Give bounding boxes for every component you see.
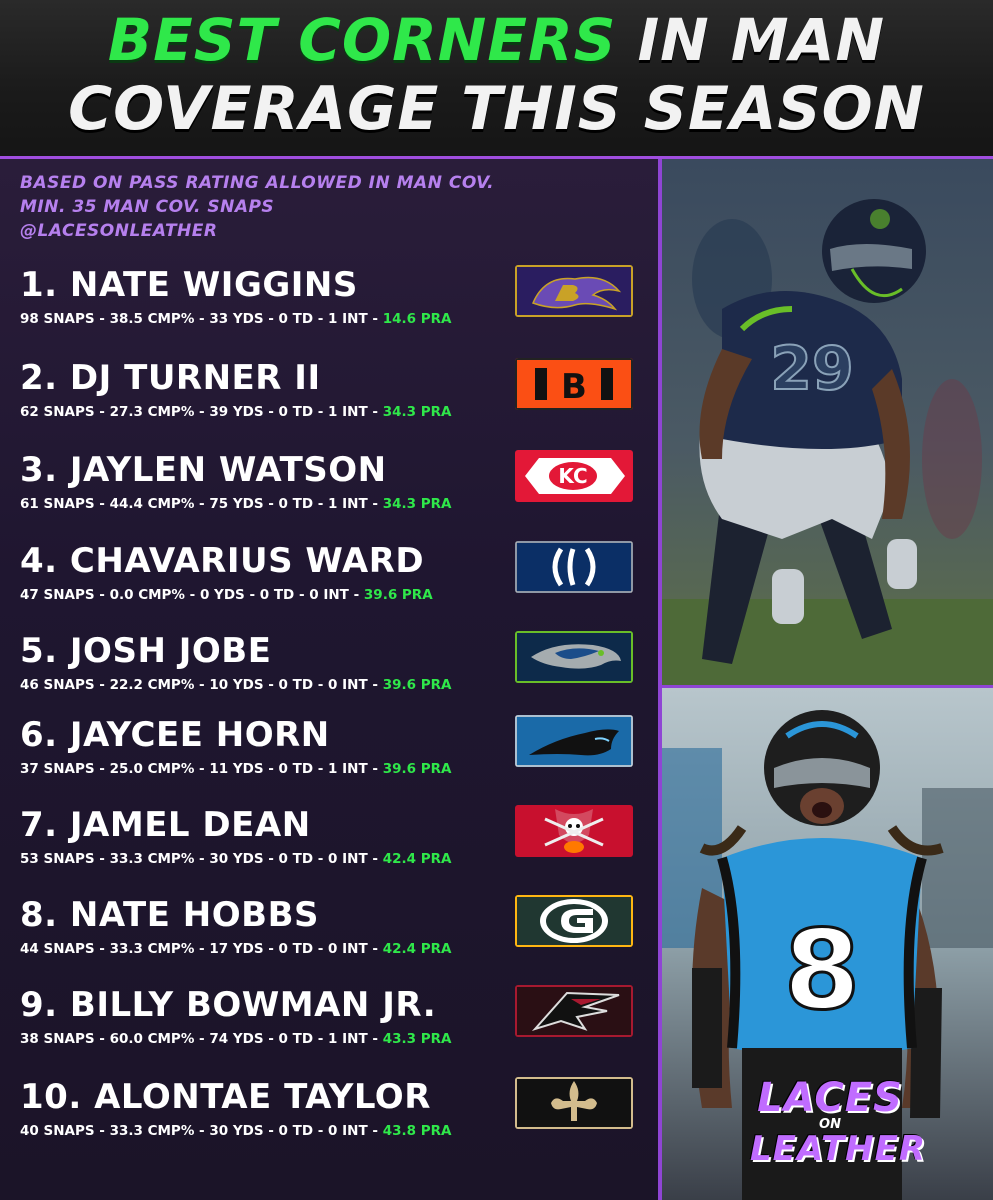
list-item: 8. NATE HOBBS 44 SNAPS - 33.3 CMP% - 17 … — [20, 895, 650, 971]
list-item: 2. DJ TURNER II 62 SNAPS - 27.3 CMP% - 3… — [20, 358, 650, 434]
title-line-2: COVERAGE THIS SEASON — [68, 74, 925, 144]
pra-value: 43.8 PRA — [382, 1123, 452, 1139]
pra-value: 39.6 PRA — [363, 587, 433, 603]
stats-text: 47 SNAPS - 0.0 CMP% - 0 YDS - 0 TD - 0 I… — [20, 587, 364, 603]
ranking-list: BASED ON PASS RATING ALLOWED IN MAN COV.… — [0, 159, 660, 1200]
player-name: 1. NATE WIGGINS — [20, 265, 358, 305]
title-line-1-rest: IN MAN — [616, 6, 886, 74]
player-name: 5. JOSH JOBE — [20, 631, 272, 671]
subtitle-criteria: BASED ON PASS RATING ALLOWED IN MAN COV. — [20, 173, 495, 193]
stats-text: 98 SNAPS - 38.5 CMP% - 33 YDS - 0 TD - 1… — [20, 311, 383, 327]
column-divider — [658, 159, 662, 1200]
pra-value: 42.4 PRA — [382, 941, 452, 957]
brand-line-2: ON — [819, 1117, 841, 1132]
seahawks-logo — [515, 631, 633, 683]
jersey-number: 29 — [770, 334, 854, 404]
pra-value: 43.3 PRA — [382, 1031, 452, 1047]
packers-logo — [515, 895, 633, 947]
chiefs-logo: KC — [515, 450, 633, 502]
list-item: 3. JAYLEN WATSON 61 SNAPS - 44.4 CMP% - … — [20, 450, 650, 526]
title-highlight: BEST CORNERS — [107, 6, 617, 74]
list-item: 9. BILLY BOWMAN JR. 38 SNAPS - 60.0 CMP%… — [20, 985, 650, 1061]
list-item: 1. NATE WIGGINS 98 SNAPS - 38.5 CMP% - 3… — [20, 265, 650, 341]
seahawks-player-29-photo: 29 — [662, 159, 993, 685]
player-name: 8. NATE HOBBS — [20, 895, 319, 935]
stats-text: 62 SNAPS - 27.3 CMP% - 39 YDS - 0 TD - 1… — [20, 404, 383, 420]
player-stats: 98 SNAPS - 38.5 CMP% - 33 YDS - 0 TD - 1… — [20, 311, 451, 327]
pra-value: 39.6 PRA — [382, 761, 452, 777]
player-stats: 53 SNAPS - 33.3 CMP% - 30 YDS - 0 TD - 0… — [20, 851, 451, 867]
player-stats: 46 SNAPS - 22.2 CMP% - 10 YDS - 0 TD - 0… — [20, 677, 451, 693]
pra-value: 34.3 PRA — [382, 404, 452, 420]
player-stats: 62 SNAPS - 27.3 CMP% - 39 YDS - 0 TD - 1… — [20, 404, 451, 420]
player-stats: 37 SNAPS - 25.0 CMP% - 11 YDS - 0 TD - 1… — [20, 761, 451, 777]
player-stats: 61 SNAPS - 44.4 CMP% - 75 YDS - 0 TD - 1… — [20, 496, 451, 512]
player-name: 6. JAYCEE HORN — [20, 715, 330, 755]
player-name: 9. BILLY BOWMAN JR. — [20, 985, 437, 1025]
panthers-logo — [515, 715, 633, 767]
stats-text: 61 SNAPS - 44.4 CMP% - 75 YDS - 0 TD - 1… — [20, 496, 383, 512]
pra-value: 42.4 PRA — [382, 851, 452, 867]
header-divider — [0, 156, 993, 159]
buccaneers-logo — [515, 805, 633, 857]
player-stats: 40 SNAPS - 33.3 CMP% - 30 YDS - 0 TD - 0… — [20, 1123, 451, 1139]
falcons-logo — [515, 985, 633, 1037]
player-stats: 38 SNAPS - 60.0 CMP% - 74 YDS - 0 TD - 1… — [20, 1031, 451, 1047]
colts-logo — [515, 541, 633, 593]
pra-value: 14.6 PRA — [382, 311, 452, 327]
stats-text: 40 SNAPS - 33.3 CMP% - 30 YDS - 0 TD - 0… — [20, 1123, 383, 1139]
brand-line-1: LACES — [757, 1075, 903, 1121]
header-banner: BEST CORNERS IN MAN COVERAGE THIS SEASON — [0, 0, 993, 158]
player-name: 7. JAMEL DEAN — [20, 805, 311, 845]
pra-value: 34.3 PRA — [382, 496, 452, 512]
list-item: 10. ALONTAE TAYLOR 40 SNAPS - 33.3 CMP% … — [20, 1077, 650, 1153]
list-item: 5. JOSH JOBE 46 SNAPS - 22.2 CMP% - 10 Y… — [20, 631, 650, 707]
stats-text: 44 SNAPS - 33.3 CMP% - 17 YDS - 0 TD - 0… — [20, 941, 383, 957]
svg-text:B: B — [561, 367, 587, 407]
panthers-player-8-photo: 8 — [662, 688, 993, 1200]
saints-logo — [515, 1077, 633, 1129]
pra-value: 39.6 PRA — [382, 677, 452, 693]
svg-text:KC: KC — [558, 464, 587, 488]
jersey-number: 8 — [784, 906, 861, 1034]
player-name: 3. JAYLEN WATSON — [20, 450, 387, 490]
list-item: 6. JAYCEE HORN 37 SNAPS - 25.0 CMP% - 11… — [20, 715, 650, 791]
subtitle-minimum: MIN. 35 MAN COV. SNAPS — [20, 197, 275, 217]
stats-text: 38 SNAPS - 60.0 CMP% - 74 YDS - 0 TD - 1… — [20, 1031, 383, 1047]
player-stats: 47 SNAPS - 0.0 CMP% - 0 YDS - 0 TD - 0 I… — [20, 587, 433, 603]
brand-line-3: LEATHER — [750, 1129, 927, 1169]
ravens-logo — [515, 265, 633, 317]
title-line-1: BEST CORNERS IN MAN — [0, 6, 993, 74]
list-item: 4. CHAVARIUS WARD 47 SNAPS - 0.0 CMP% - … — [20, 541, 650, 617]
stats-text: 53 SNAPS - 33.3 CMP% - 30 YDS - 0 TD - 0… — [20, 851, 383, 867]
list-item: 7. JAMEL DEAN 53 SNAPS - 33.3 CMP% - 30 … — [20, 805, 650, 881]
stats-text: 46 SNAPS - 22.2 CMP% - 10 YDS - 0 TD - 0… — [20, 677, 383, 693]
stats-text: 37 SNAPS - 25.0 CMP% - 11 YDS - 0 TD - 1… — [20, 761, 383, 777]
photo-divider — [662, 685, 993, 688]
player-name: 2. DJ TURNER II — [20, 358, 321, 398]
player-stats: 44 SNAPS - 33.3 CMP% - 17 YDS - 0 TD - 0… — [20, 941, 451, 957]
bengals-logo: B — [515, 358, 633, 410]
player-name: 4. CHAVARIUS WARD — [20, 541, 425, 581]
player-name: 10. ALONTAE TAYLOR — [20, 1077, 431, 1117]
subtitle-handle: @LACESONLEATHER — [20, 221, 218, 241]
